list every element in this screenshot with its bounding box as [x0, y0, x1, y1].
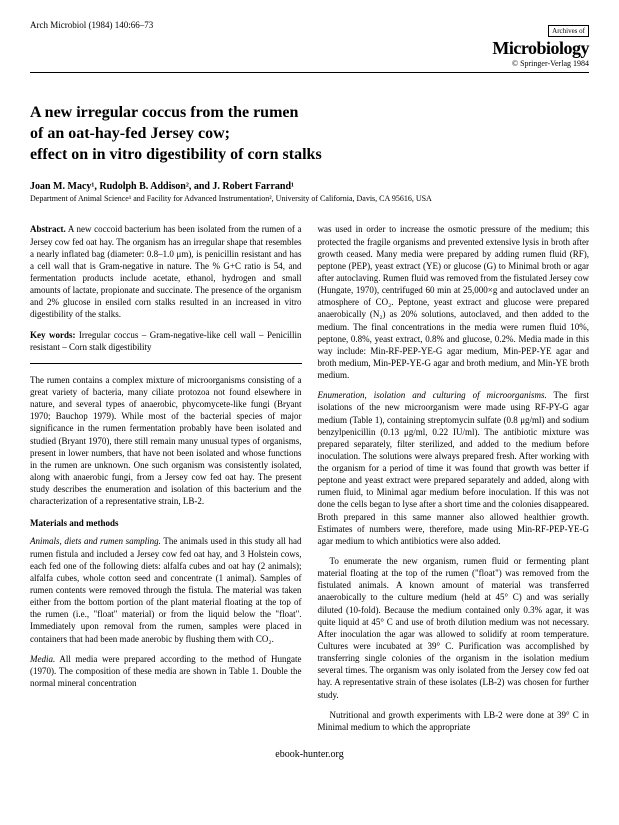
keywords-paragraph: Key words: Irregular coccus – Gram-negat…: [30, 329, 302, 353]
page-header: Arch Microbiol (1984) 140:66–73 Archives…: [30, 20, 589, 73]
authors-line: Joan M. Macy¹, Rudolph B. Addison², and …: [30, 181, 589, 192]
animals-subhead: Animals, diets and rumen sampling.: [30, 536, 161, 546]
keywords-label: Key words:: [30, 330, 75, 340]
enumerate-procedure-paragraph: To enumerate the new organism, rumen flu…: [318, 555, 590, 701]
title-line-2: of an oat-hay-fed Jersey cow;: [30, 124, 589, 145]
journal-reference: Arch Microbiol (1984) 140:66–73: [30, 20, 153, 30]
media-paragraph: Media. All media were prepared according…: [30, 653, 302, 689]
copyright-text: © Springer-Verlag 1984: [492, 59, 589, 68]
footer-url: ebook-hunter.org: [30, 749, 589, 760]
journal-name: Microbiology: [492, 38, 589, 59]
media-text: All media were prepared according to the…: [30, 654, 302, 688]
media-continuation: was used in order to increase the osmoti…: [318, 223, 590, 381]
article-title: A new irregular coccus from the rumen of…: [30, 103, 589, 165]
two-column-body: Abstract. A new coccoid bacterium has be…: [30, 223, 589, 741]
title-line-1: A new irregular coccus from the rumen: [30, 103, 589, 124]
journal-branding: Archives of Microbiology © Springer-Verl…: [492, 20, 589, 68]
animals-text: The animals used in this study all had r…: [30, 536, 302, 643]
animals-paragraph: Animals, diets and rumen sampling. The a…: [30, 535, 302, 644]
abstract-label: Abstract.: [30, 224, 66, 234]
enumeration-subhead: Enumeration, isolation and culturing of …: [318, 390, 547, 400]
divider-line: [30, 363, 302, 364]
media-subhead: Media.: [30, 654, 55, 664]
abstract-text: A new coccoid bacterium has been isolate…: [30, 224, 302, 319]
materials-methods-heading: Materials and methods: [30, 517, 302, 529]
abstract-paragraph: Abstract. A new coccoid bacterium has be…: [30, 223, 302, 320]
nutritional-paragraph: Nutritional and growth experiments with …: [318, 709, 590, 733]
enumeration-paragraph: Enumeration, isolation and culturing of …: [318, 389, 590, 547]
affiliation-line: Department of Animal Science¹ and Facili…: [30, 194, 589, 203]
left-column: Abstract. A new coccoid bacterium has be…: [30, 223, 302, 741]
intro-paragraph: The rumen contains a complex mixture of …: [30, 374, 302, 508]
right-column: was used in order to increase the osmoti…: [318, 223, 590, 741]
title-line-3: effect on in vitro digestibility of corn…: [30, 145, 589, 166]
enumeration-text: The first isolations of the new microorg…: [318, 390, 590, 546]
archives-of-label: Archives of: [548, 25, 589, 37]
